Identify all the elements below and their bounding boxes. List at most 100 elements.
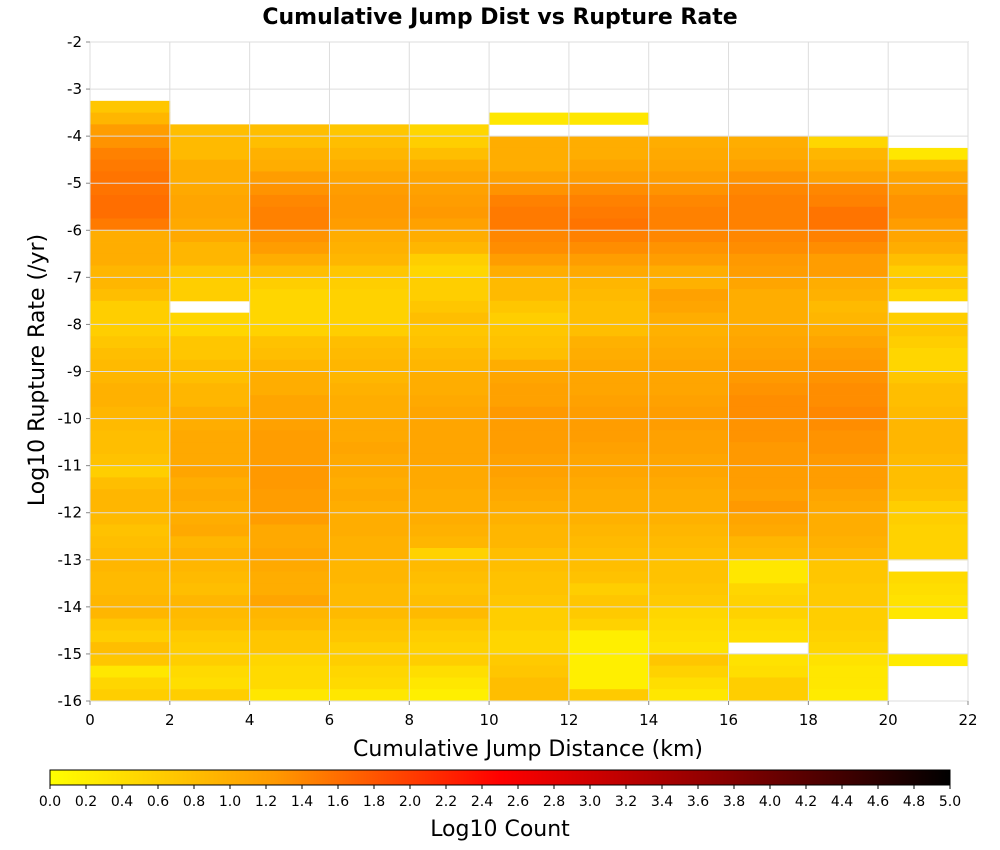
heatmap-cell <box>329 630 410 643</box>
heatmap-cell <box>648 300 729 314</box>
heatmap-cell <box>888 218 969 231</box>
heatmap-cell <box>409 383 490 396</box>
heatmap-cell <box>808 653 889 667</box>
colorbar-tick-label: 1.0 <box>219 794 241 810</box>
heatmap-cell <box>409 312 490 325</box>
heatmap-cell <box>90 477 171 490</box>
heatmap-cell <box>329 265 410 278</box>
heatmap-cell <box>728 171 809 184</box>
heatmap-cell <box>329 124 410 137</box>
heatmap-cell <box>728 465 809 478</box>
heatmap-cell <box>329 289 410 302</box>
heatmap-cell <box>169 477 251 490</box>
heatmap-cell <box>568 300 650 314</box>
heatmap-cell <box>728 477 809 490</box>
heatmap-cell <box>409 171 490 184</box>
heatmap-cell <box>409 512 490 525</box>
heatmap-cell <box>409 500 490 514</box>
heatmap-cell <box>169 453 251 467</box>
colorbar-tick-label: 3.8 <box>723 794 745 810</box>
heatmap-cell <box>808 147 889 161</box>
heatmap-cell <box>808 442 889 455</box>
heatmap-cell <box>808 171 889 184</box>
heatmap-cell <box>568 653 650 667</box>
heatmap-cell <box>489 159 570 172</box>
colorbar-tick-label: 0.4 <box>111 794 133 810</box>
heatmap-cell <box>808 512 889 525</box>
y-tick-label: -8 <box>67 315 82 333</box>
heatmap-cell <box>249 136 330 149</box>
heatmap-cell <box>568 183 650 196</box>
heatmap-cell <box>249 171 330 184</box>
heatmap-cell <box>409 265 490 278</box>
heatmap-cell <box>888 583 969 596</box>
heatmap-cell <box>409 571 490 584</box>
heatmap-cell <box>249 642 330 655</box>
heatmap-cell <box>489 359 570 372</box>
heatmap-cell <box>409 147 490 161</box>
heatmap-cell <box>648 324 729 337</box>
heatmap-cell <box>409 336 490 349</box>
heatmap-cell <box>90 347 171 361</box>
heatmap-cell <box>329 477 410 490</box>
heatmap-cell <box>888 336 969 349</box>
colorbar <box>49 769 951 786</box>
heatmap-cell <box>728 194 809 208</box>
heatmap-cell <box>648 242 729 255</box>
heatmap-cell <box>489 136 570 149</box>
heatmap-cell <box>648 136 729 149</box>
heatmap-cell <box>728 324 809 337</box>
heatmap-cell <box>90 371 171 384</box>
heatmap-cell <box>888 371 969 384</box>
heatmap-cell <box>90 665 171 678</box>
heatmap-cell <box>728 253 809 266</box>
y-tick-label: -9 <box>67 363 82 381</box>
heatmap-cell <box>489 606 570 620</box>
heatmap-cell <box>888 242 969 255</box>
heatmap-cell <box>409 665 490 678</box>
heatmap-cell <box>249 324 330 337</box>
heatmap-cell <box>409 524 490 537</box>
heatmap-cell <box>249 206 330 219</box>
heatmap-cell <box>169 124 251 137</box>
heatmap-cell <box>648 465 729 478</box>
heatmap-cell <box>249 347 330 361</box>
heatmap-cell <box>90 559 171 572</box>
heatmap-cell <box>409 418 490 431</box>
heatmap-cell <box>329 136 410 149</box>
heatmap-cell <box>568 442 650 455</box>
heatmap-cell <box>489 618 570 631</box>
heatmap-cell <box>249 418 330 431</box>
heatmap-cell <box>489 453 570 467</box>
y-axis-ticks: -2 -3 -4 -5 -6 -7 -8 -9 -10 -11 -12 -13 -14 -15 -16 <box>58 33 90 710</box>
heatmap-cell <box>568 218 650 231</box>
heatmap-cell <box>568 336 650 349</box>
heatmap-cell <box>888 347 969 361</box>
heatmap-cell <box>808 347 889 361</box>
heatmap-cell <box>648 336 729 349</box>
heatmap-cell <box>90 677 171 690</box>
heatmap-cell <box>409 183 490 196</box>
heatmap-cell <box>568 265 650 278</box>
colorbar-tick-label: 4.4 <box>831 794 853 810</box>
heatmap-cell <box>90 171 171 184</box>
heatmap-cell <box>888 512 969 525</box>
colorbar-tick-label: 4.0 <box>759 794 781 810</box>
heatmap-cell <box>489 430 570 443</box>
heatmap-cell <box>169 406 251 419</box>
heatmap-cell <box>249 512 330 525</box>
heatmap-cell <box>249 242 330 255</box>
heatmap-cell <box>728 689 809 702</box>
heatmap-cell <box>409 194 490 208</box>
heatmap-cell <box>169 653 251 667</box>
heatmap-cell <box>808 665 889 678</box>
heatmap-cell <box>409 489 490 502</box>
heatmap-cell <box>409 642 490 655</box>
heatmap-cell <box>568 171 650 184</box>
heatmap-cell <box>489 206 570 219</box>
heatmap-cell <box>249 383 330 396</box>
colorbar-tick-label: 3.6 <box>687 794 709 810</box>
heatmap-cell <box>489 512 570 525</box>
chart-title: Cumulative Jump Dist vs Rupture Rate <box>262 5 737 30</box>
